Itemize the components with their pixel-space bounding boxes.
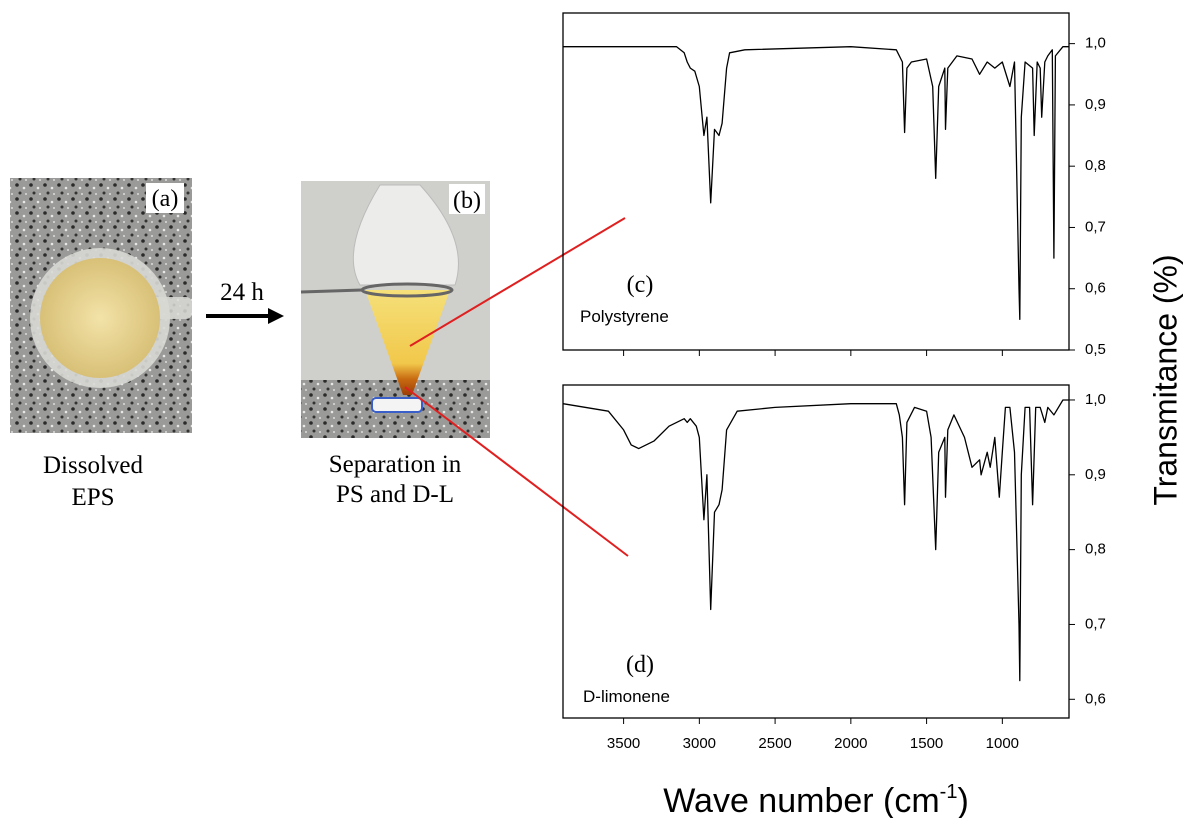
y-tick-label: 0,9	[1085, 96, 1106, 113]
photo-label: (a)	[152, 186, 179, 212]
y-tick-label: 0,5	[1085, 341, 1106, 358]
x-axis-label-text: Wave number (cm	[663, 782, 939, 818]
x-tick-label: 1000	[986, 735, 1019, 752]
panel-label: (c)	[627, 272, 654, 298]
y-tick-label: 0,6	[1085, 690, 1106, 707]
arrow-label: 24 h	[220, 279, 264, 306]
x-axis-label: Wave number (cm-1)	[663, 781, 969, 818]
y-tick-label: 0,8	[1085, 157, 1106, 174]
y-tick-label: 0,8	[1085, 541, 1106, 558]
y-axis-label: Transmitance (%)	[1147, 254, 1183, 505]
spectrum-line	[562, 399, 1069, 682]
x-tick-label: 2500	[758, 735, 791, 752]
photo-caption: Separation in	[329, 451, 462, 478]
connector	[404, 386, 629, 557]
connector	[409, 217, 626, 347]
y-tick-label: 0,6	[1085, 280, 1106, 297]
x-tick-label: 2000	[834, 735, 867, 752]
x-axis-label-sup: -1	[940, 781, 958, 803]
photo-caption: EPS	[71, 484, 114, 511]
annotation: D-limonene	[583, 687, 670, 706]
arrowhead	[268, 308, 284, 324]
plot-frame	[562, 384, 1070, 719]
y-tick-label: 0,7	[1085, 218, 1106, 235]
photo-caption: Dissolved	[43, 452, 144, 479]
annotation: Polystyrene	[580, 307, 669, 326]
panel-label: (d)	[626, 652, 654, 678]
x-tick-label: 1500	[910, 735, 943, 752]
y-tick-label: 1,0	[1085, 391, 1106, 408]
y-tick-label: 1,0	[1085, 35, 1106, 52]
spectrum-line	[563, 46, 1069, 321]
x-tick-label: 3000	[683, 735, 716, 752]
y-tick-label: 0,9	[1085, 466, 1106, 483]
x-axis-label-close: )	[957, 782, 968, 818]
y-tick-label: 0,7	[1085, 615, 1106, 632]
photo-b	[300, 181, 490, 438]
photo-label: (b)	[453, 188, 481, 214]
photo-caption: PS and D-L	[336, 481, 454, 508]
x-tick-label: 3500	[607, 735, 640, 752]
plot-frame	[562, 12, 1070, 351]
photo-a	[10, 178, 192, 433]
